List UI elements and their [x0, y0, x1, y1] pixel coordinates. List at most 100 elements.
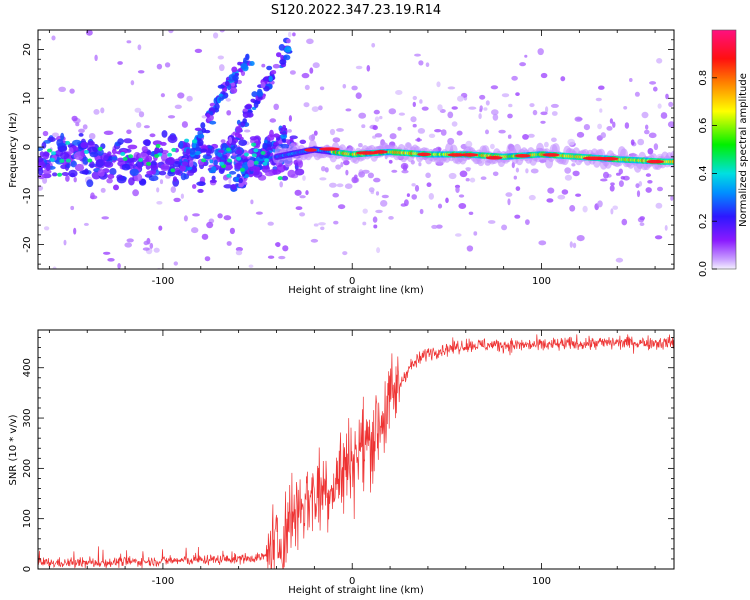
heatmap-cell: [57, 172, 63, 177]
heatmap-cell: [295, 206, 303, 211]
heatmap-cell: [320, 226, 325, 231]
heatmap-cell: [569, 241, 573, 248]
heatmap-cell: [368, 187, 375, 193]
heatmap-cell: [219, 161, 225, 166]
heatmap-cell: [667, 121, 674, 128]
heatmap-cell: [597, 157, 619, 161]
heatmap-cell: [451, 106, 458, 110]
heatmap-cell: [653, 86, 658, 92]
heatmap-cell: [304, 84, 310, 90]
heatmap-cell: [276, 164, 286, 173]
heatmap-cell: [401, 169, 409, 174]
heatmap-cell: [262, 76, 271, 82]
heatmap-cell: [466, 245, 474, 252]
heatmap-cell: [126, 129, 132, 135]
heatmap-cell: [192, 139, 197, 144]
y-tick-label: 100: [22, 509, 33, 528]
heatmap-cell: [213, 159, 218, 167]
heatmap-cell: [89, 151, 99, 158]
heatmap-cell: [219, 30, 225, 33]
heatmap-cell: [90, 192, 95, 200]
heatmap-cell: [310, 238, 319, 243]
heatmap-cell: [305, 190, 309, 196]
heatmap-cell: [428, 193, 434, 200]
heatmap-cell: [546, 198, 554, 203]
heatmap-cell: [286, 38, 291, 44]
heatmap-cell: [66, 163, 71, 169]
heatmap-cell: [354, 174, 358, 180]
heatmap-cell: [292, 32, 296, 37]
heatmap-cell: [180, 193, 184, 199]
heatmap-cell: [583, 124, 591, 131]
y-tick-label: -10: [22, 188, 33, 204]
heatmap-cell: [170, 186, 176, 194]
heatmap-cell: [177, 92, 185, 99]
heatmap-cell: [525, 168, 529, 174]
heatmap-cell: [80, 141, 88, 149]
heatmap-cell: [282, 125, 286, 129]
heatmap-cell: [156, 201, 163, 205]
heatmap-cell: [465, 167, 472, 171]
heatmap-cell: [137, 44, 142, 51]
heatmap-cell: [255, 166, 261, 173]
heatmap-cell: [448, 172, 457, 180]
heatmap-cell: [191, 227, 199, 234]
heatmap-cell: [514, 214, 521, 219]
heatmap-cell: [655, 202, 663, 209]
heatmap-cell: [582, 205, 588, 213]
heatmap-cell: [180, 172, 187, 181]
heatmap-cell: [597, 200, 603, 208]
heatmap-cell: [285, 300, 289, 305]
heatmap-cell: [123, 138, 133, 144]
heatmap-cell: [560, 76, 566, 82]
heatmap-cell: [656, 58, 663, 64]
heatmap-cell: [569, 205, 576, 212]
colorbar-tick-label: 0.8: [698, 70, 709, 86]
heatmap-cell: [178, 140, 184, 149]
heatmap-cell: [329, 128, 336, 136]
heatmap-cell: [487, 220, 496, 224]
heatmap-cell: [217, 55, 224, 60]
heatmap-cell: [451, 121, 458, 127]
heatmap-cell: [273, 103, 280, 111]
heatmap-cell: [624, 122, 630, 129]
heatmap-cell: [51, 0, 57, 6]
heatmap-cell: [38, 156, 44, 163]
heatmap-cell: [419, 99, 423, 104]
heatmap-cell: [321, 166, 326, 172]
colorbar: 0.0 0.2 0.4 0.6 0.8 Normalized spectral ampl…: [698, 29, 749, 277]
heatmap-cell: [287, 129, 292, 133]
heatmap-cell: [129, 1, 136, 5]
heatmap-cell: [204, 7, 209, 11]
heatmap-cell: [256, 90, 264, 97]
heatmap-cell: [319, 86, 325, 91]
heatmap-cell: [86, 179, 94, 188]
heatmap-cell: [618, 168, 623, 175]
y-tick-label: 0: [22, 144, 33, 150]
heatmap-cell: [355, 92, 362, 99]
heatmap-cell: [603, 171, 609, 179]
heatmap-cell: [657, 186, 663, 192]
heatmap-cell: [283, 55, 288, 60]
heatmap-cell: [55, 277, 60, 283]
heatmap-cell: [540, 120, 546, 124]
heatmap-cell: [249, 165, 254, 172]
heatmap-cell: [332, 137, 341, 143]
heatmap-cell: [238, 177, 243, 184]
heatmap-cell: [230, 184, 237, 190]
heatmap-cell: [65, 140, 71, 145]
heatmap-cell: [447, 111, 454, 119]
heatmap-cell: [42, 317, 47, 323]
heatmap-cell: [645, 187, 652, 193]
heatmap-cell: [250, 98, 256, 103]
heatmap-cell: [426, 182, 432, 187]
heatmap-cell: [103, 251, 111, 255]
heatmap-cell: [329, 182, 337, 188]
heatmap-cell: [304, 148, 317, 152]
heatmap-cell: [299, 195, 306, 199]
heatmap-cell: [313, 130, 318, 136]
heatmap-cell: [361, 124, 366, 129]
heatmap-cell: [398, 112, 405, 116]
heatmap-cell: [201, 233, 209, 240]
heatmap-cell: [153, 247, 160, 253]
